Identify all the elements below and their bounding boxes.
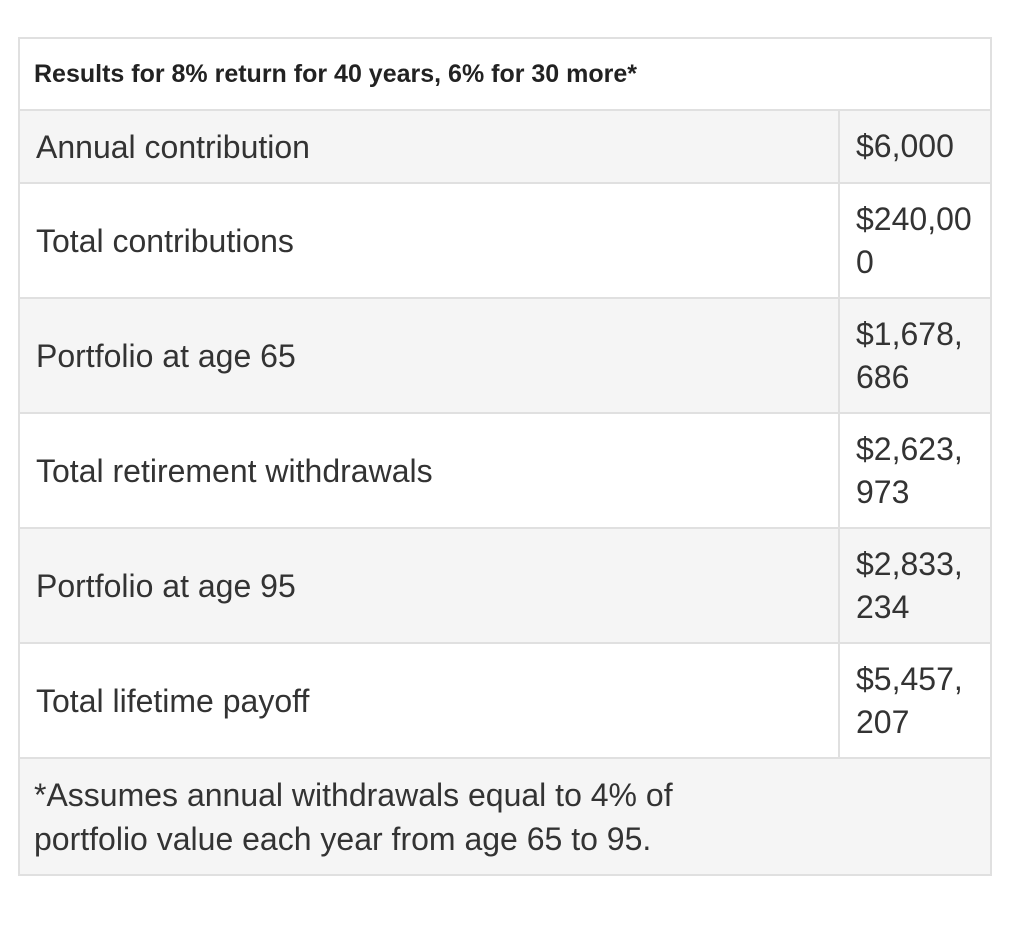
table-title: Results for 8% return for 40 years, 6% f… xyxy=(17,37,993,111)
row-value-total-contributions: $240,000 xyxy=(837,182,993,299)
table-row: Portfolio at age 95 $2,833,234 xyxy=(18,527,993,644)
row-label-total-retirement-withdrawals: Total retirement withdrawals xyxy=(18,412,840,529)
table-row: Total lifetime payoff $5,457,207 xyxy=(18,642,993,759)
row-value-total-lifetime-payoff: $5,457,207 xyxy=(837,642,993,759)
table-row: Portfolio at age 65 $1,678,686 xyxy=(18,297,993,414)
row-label-total-lifetime-payoff: Total lifetime payoff xyxy=(18,642,840,759)
row-label-annual-contribution: Annual contribution xyxy=(18,109,840,184)
table-header-row: Results for 8% return for 40 years, 6% f… xyxy=(17,37,993,111)
footnote-cell: *Assumes annual withdrawals equal to 4% … xyxy=(17,757,993,876)
row-value-total-retirement-withdrawals: $2,623,973 xyxy=(837,412,993,529)
row-value-portfolio-age-65: $1,678,686 xyxy=(837,297,993,414)
row-label-total-contributions: Total contributions xyxy=(18,182,840,299)
row-value-portfolio-age-95: $2,833,234 xyxy=(837,527,993,644)
row-label-portfolio-age-95: Portfolio at age 95 xyxy=(18,527,840,644)
table-row: Annual contribution $6,000 xyxy=(18,109,993,184)
results-table: Results for 8% return for 40 years, 6% f… xyxy=(17,37,993,876)
footnote-row: *Assumes annual withdrawals equal to 4% … xyxy=(17,757,993,876)
row-value-annual-contribution: $6,000 xyxy=(837,109,993,184)
footnote: *Assumes annual withdrawals equal to 4% … xyxy=(34,776,673,857)
table-row: Total contributions $240,000 xyxy=(18,182,993,299)
table-row: Total retirement withdrawals $2,623,973 xyxy=(18,412,993,529)
row-label-portfolio-age-65: Portfolio at age 65 xyxy=(18,297,840,414)
